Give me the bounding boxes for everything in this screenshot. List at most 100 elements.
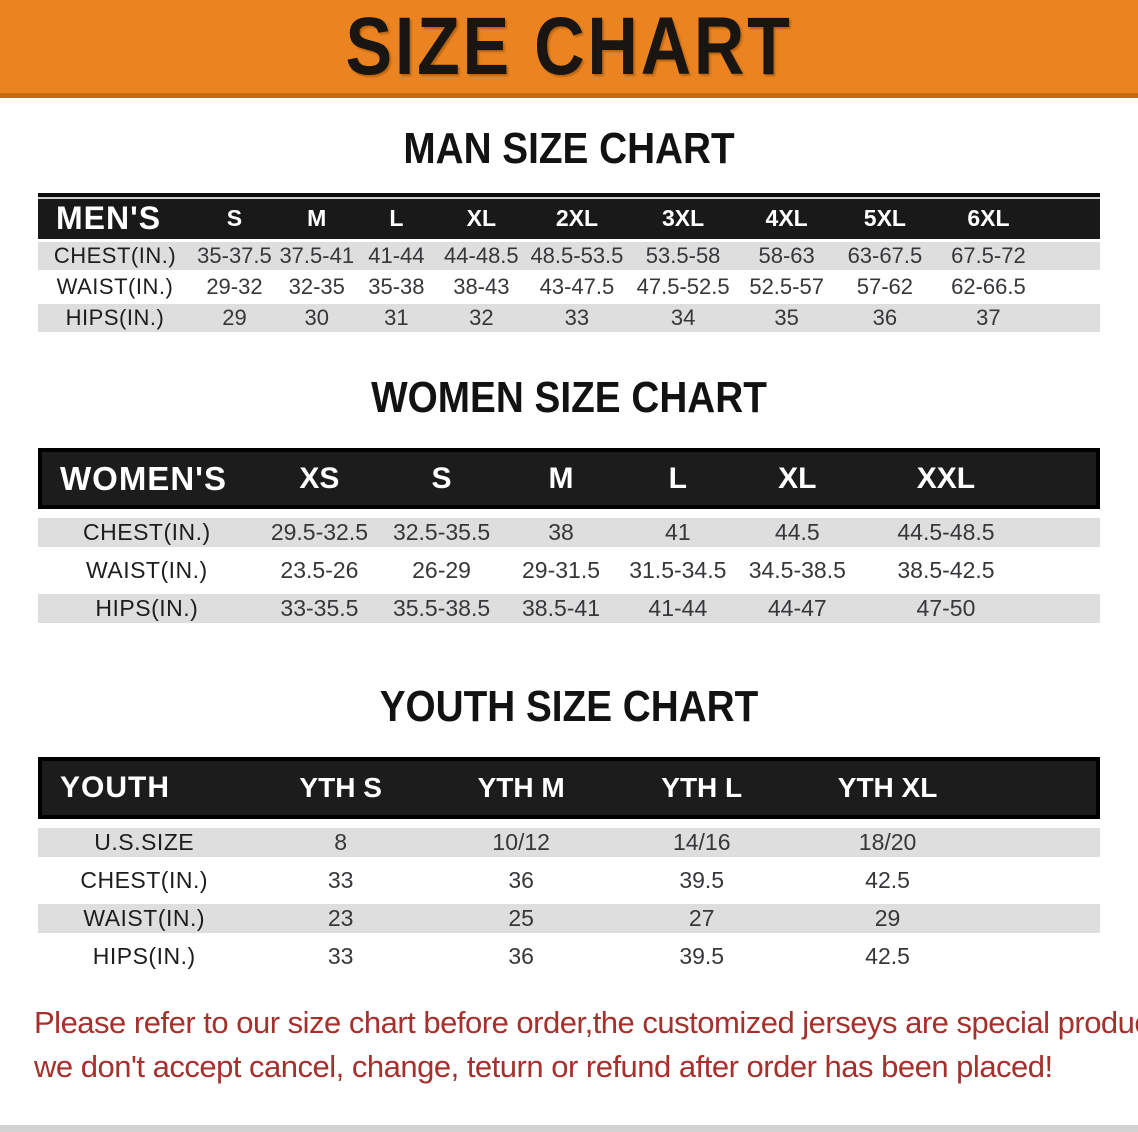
measurement-label: CHEST(IN.) [38,509,256,547]
spacer-cell [983,895,1100,933]
size-column-header: 3XL [627,193,739,239]
measurement-value: 38 [499,509,623,547]
measurement-row: WAIST(IN.) 29-32 32-35 35-38 38-43 43-47.5 47.… [38,270,1100,301]
size-column-header: 5XL [834,193,936,239]
measurement-value: 53.5-58 [627,239,739,270]
measurement-row: WAIST(IN.) 23 25 27 29 [38,895,1100,933]
youth-size-section: YOUTH SIZE CHART YOUTH YTH S YTH M YTH L YTH… [0,683,1138,971]
spacer-cell [983,819,1100,857]
men-section-heading: MAN SIZE CHART [403,124,735,173]
measurement-value: 33 [250,857,431,895]
measurement-value: 23.5-26 [255,547,384,585]
banner: SIZE CHART [0,0,1138,98]
measurement-row: CHEST(IN.) 29.5-32.5 32.5-35.5 38 41 44.5 44.5… [38,509,1100,547]
spacer-cell [1030,547,1100,585]
measurement-value: 29-32 [191,270,277,301]
spacer-cell [983,933,1100,971]
measurement-value: 39.5 [611,933,792,971]
measurement-row: WAIST(IN.) 23.5-26 26-29 29-31.5 31.5-34.5 34… [38,547,1100,585]
measurement-value: 33 [526,301,628,332]
measurement-value: 31 [356,301,437,332]
table-group-label: MEN'S [38,193,192,239]
measurement-value: 29-31.5 [499,547,623,585]
size-column-header: L [622,448,734,509]
measurement-label: CHEST(IN.) [38,857,251,895]
measurement-value: 44-48.5 [436,239,527,270]
measurement-value: 14/16 [611,819,792,857]
disclaimer-line-2: we don't accept cancel, change, teturn o… [34,1049,1053,1084]
spacer-cell [1030,509,1100,547]
size-column-header: XL [436,193,527,239]
measurement-value: 10/12 [430,819,612,857]
measurement-value: 33 [250,933,431,971]
measurement-label: HIPS(IN.) [38,585,256,623]
women-section-heading: WOMEN SIZE CHART [371,373,767,422]
size-header-row: MEN'S S M L XL 2XL 3XL 4XL 5XL 6XL [38,193,1100,239]
measurement-row: U.S.SIZE 8 10/12 14/16 18/20 [38,819,1100,857]
measurement-label: WAIST(IN.) [38,547,256,585]
measurement-label: WAIST(IN.) [38,895,251,933]
table-group-label: WOMEN'S [38,448,256,509]
measurement-value: 23 [250,895,431,933]
measurement-value: 67.5-72 [935,239,1042,270]
measurement-value: 43-47.5 [526,270,628,301]
measurement-value: 30 [276,301,357,332]
spacer-cell [1030,448,1100,509]
measurement-value: 36 [430,857,612,895]
measurement-value: 29.5-32.5 [255,509,384,547]
measurement-value: 37.5-41 [276,239,357,270]
measurement-value: 35 [738,301,835,332]
measurement-value: 27 [611,895,792,933]
measurement-value: 44-47 [733,585,862,623]
measurement-value: 33-35.5 [255,585,384,623]
measurement-value: 39.5 [611,857,792,895]
spacer-cell [1030,585,1100,623]
measurement-label: CHEST(IN.) [38,239,192,270]
size-column-header: YTH L [611,757,792,819]
measurement-value: 29 [191,301,277,332]
measurement-value: 32.5-35.5 [383,509,500,547]
size-column-header: XL [733,448,862,509]
spacer-cell [983,857,1100,895]
size-column-header: M [276,193,357,239]
measurement-value: 58-63 [738,239,835,270]
size-column-header: XS [255,448,384,509]
measurement-value: 34 [627,301,739,332]
measurement-label: U.S.SIZE [38,819,251,857]
spacer-cell [1041,239,1100,270]
measurement-value: 32 [436,301,527,332]
measurement-value: 35.5-38.5 [383,585,500,623]
measurement-value: 42.5 [791,933,984,971]
measurement-value: 35-37.5 [191,239,277,270]
measurement-row: CHEST(IN.) 35-37.5 37.5-41 41-44 44-48.5 48.5… [38,239,1100,270]
size-column-header: 4XL [738,193,835,239]
measurement-value: 36 [430,933,612,971]
measurement-value: 37 [935,301,1042,332]
measurement-value: 32-35 [276,270,357,301]
measurement-value: 36 [834,301,936,332]
women-size-section: WOMEN SIZE CHART WOMEN'S XS S M L XL XXL CHEST(… [0,374,1138,623]
measurement-label: WAIST(IN.) [38,270,192,301]
men-size-table: MEN'S S M L XL 2XL 3XL 4XL 5XL 6XL CHEST(IN.) 35-37… [38,193,1100,332]
spacer-cell [1041,193,1100,239]
men-size-section: MAN SIZE CHART MEN'S S M L XL 2XL 3XL 4XL 5XL 6XL… [0,125,1138,332]
measurement-label: HIPS(IN.) [38,301,192,332]
size-header-row: YOUTH YTH S YTH M YTH L YTH XL [38,757,1100,819]
size-header-row: WOMEN'S XS S M L XL XXL [38,448,1100,509]
measurement-value: 42.5 [791,857,984,895]
spacer-cell [1041,301,1100,332]
measurement-value: 44.5-48.5 [861,509,1031,547]
measurement-value: 48.5-53.5 [526,239,628,270]
size-column-header: YTH M [430,757,612,819]
size-column-header: YTH S [250,757,431,819]
measurement-value: 41-44 [622,585,734,623]
measurement-value: 38.5-41 [499,585,623,623]
measurement-row: HIPS(IN.) 29 30 31 32 33 34 35 36 37 [38,301,1100,332]
measurement-value: 57-62 [834,270,936,301]
size-column-header: S [191,193,277,239]
measurement-row: HIPS(IN.) 33-35.5 35.5-38.5 38.5-41 41-44 44-… [38,585,1100,623]
size-column-header: L [356,193,437,239]
measurement-label: HIPS(IN.) [38,933,251,971]
measurement-value: 18/20 [791,819,984,857]
